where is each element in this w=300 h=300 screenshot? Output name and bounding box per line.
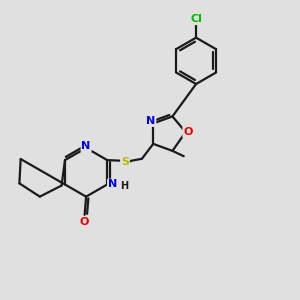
Text: Cl: Cl	[190, 14, 202, 24]
Text: O: O	[183, 127, 193, 137]
Text: H: H	[120, 181, 128, 191]
Text: N: N	[108, 179, 117, 190]
Text: S: S	[121, 157, 129, 167]
Text: N: N	[82, 141, 91, 152]
Text: O: O	[80, 217, 89, 226]
Text: N: N	[146, 116, 155, 126]
